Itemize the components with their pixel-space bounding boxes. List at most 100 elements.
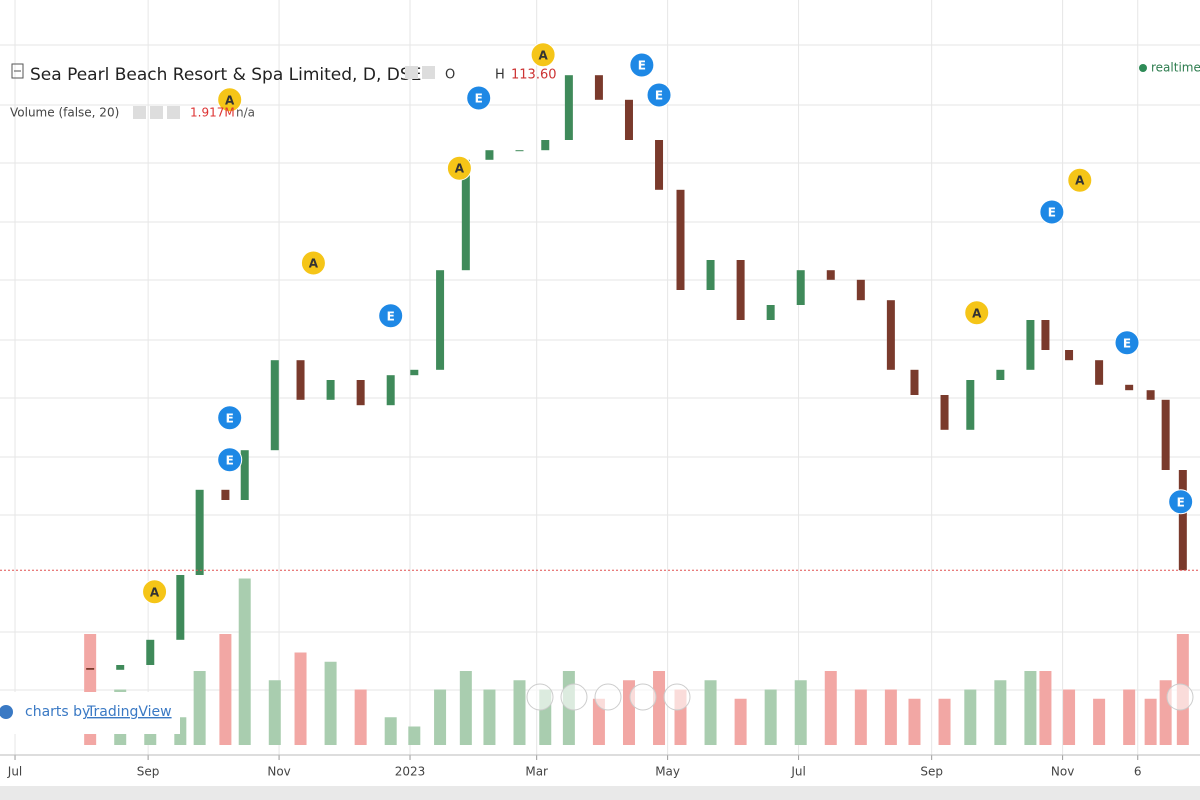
- nav-button[interactable]: [663, 683, 691, 711]
- x-tick-label: Sep: [920, 765, 943, 779]
- candle: [796, 270, 805, 305]
- candle: [541, 140, 550, 151]
- event-marker[interactable]: [378, 303, 404, 329]
- volume-bar: [483, 689, 496, 745]
- nav-buttons: [526, 683, 1194, 711]
- volume-bar: [1123, 689, 1136, 745]
- candle: [655, 140, 664, 190]
- event-marker[interactable]: [629, 52, 655, 78]
- event-marker[interactable]: [217, 87, 243, 113]
- candle: [146, 639, 155, 665]
- candle: [766, 305, 775, 320]
- nav-button[interactable]: [560, 683, 588, 711]
- candle: [1065, 350, 1074, 361]
- volume-bar: [384, 717, 397, 745]
- event-label: E: [226, 453, 234, 467]
- event-label: A: [225, 93, 235, 107]
- scroll-right-button[interactable]: [1166, 683, 1194, 711]
- nav-button[interactable]: [594, 683, 622, 711]
- candle: [940, 395, 949, 430]
- indicator-button[interactable]: [150, 106, 163, 119]
- event-marker[interactable]: [964, 300, 990, 326]
- candle: [676, 189, 685, 290]
- candle: [296, 360, 305, 400]
- event-marker[interactable]: [530, 42, 556, 68]
- event-marker[interactable]: [1039, 199, 1065, 225]
- nav-button[interactable]: [629, 683, 657, 711]
- event-label: E: [226, 411, 234, 425]
- event-marker[interactable]: [142, 579, 168, 605]
- volume-bar: [704, 680, 717, 745]
- volume-bar: [653, 671, 666, 745]
- event-marker[interactable]: [217, 405, 243, 431]
- x-tick-label: Mar: [525, 765, 548, 779]
- nav-button[interactable]: [526, 683, 554, 711]
- x-tick-label: Jul: [7, 765, 22, 779]
- candle: [1125, 384, 1134, 391]
- event-marker[interactable]: [1168, 489, 1194, 515]
- x-tick-label: Sep: [137, 765, 160, 779]
- status-dot: [1139, 64, 1147, 72]
- event-marker[interactable]: [1067, 167, 1093, 193]
- candle: [270, 360, 279, 451]
- event-marker[interactable]: [466, 85, 492, 111]
- event-marker[interactable]: [446, 155, 472, 181]
- volume-bar: [764, 689, 777, 745]
- bottom-strip: [0, 786, 1200, 800]
- candle: [86, 668, 95, 670]
- event-marker[interactable]: [300, 250, 326, 276]
- candle: [195, 489, 204, 575]
- candle: [116, 665, 125, 670]
- symbol-title: Sea Pearl Beach Resort & Spa Limited, D,…: [30, 65, 421, 85]
- volume-ma: n/a: [236, 106, 255, 120]
- event-label: E: [655, 89, 663, 103]
- x-tick-label: 2023: [395, 765, 426, 779]
- candle: [1026, 320, 1035, 370]
- x-tick-label: Nov: [267, 765, 290, 779]
- indicator-button[interactable]: [167, 106, 180, 119]
- volume-bar: [884, 689, 897, 745]
- volume-bar: [994, 680, 1007, 745]
- candle: [996, 369, 1005, 380]
- candle: [176, 575, 185, 640]
- event-label: E: [475, 92, 483, 106]
- candle: [826, 270, 835, 280]
- volume-bar: [219, 634, 232, 745]
- volume-bar: [238, 578, 251, 745]
- volume-bar: [734, 698, 747, 745]
- candle: [1095, 360, 1104, 385]
- event-marker[interactable]: [217, 447, 243, 473]
- candle: [1161, 399, 1170, 470]
- x-tick-label: May: [655, 765, 680, 779]
- volume-bar: [434, 689, 447, 745]
- volume-bar: [794, 680, 807, 745]
- volume-bar: [1039, 671, 1052, 745]
- event-label: A: [309, 257, 319, 271]
- candle: [594, 75, 603, 100]
- candle: [221, 489, 230, 500]
- x-tick-label: Nov: [1051, 765, 1074, 779]
- settings-button[interactable]: [405, 66, 418, 79]
- watermark-link[interactable]: TradingView: [86, 704, 172, 720]
- watermark: charts by TradingView: [0, 692, 180, 734]
- event-label: E: [1048, 206, 1056, 220]
- settings-button[interactable]: [422, 66, 435, 79]
- volume-bar: [354, 689, 367, 745]
- candle: [736, 260, 745, 320]
- collapse-icon[interactable]: [11, 63, 24, 79]
- event-label: E: [1177, 495, 1185, 509]
- event-label: A: [538, 48, 548, 62]
- volume-bar: [964, 689, 977, 745]
- candle: [856, 279, 865, 301]
- ohlc-label: H: [495, 68, 505, 83]
- event-marker[interactable]: [1114, 330, 1140, 356]
- event-marker[interactable]: [646, 82, 672, 108]
- indicator-button[interactable]: [133, 106, 146, 119]
- status-label: realtime: [1151, 61, 1200, 75]
- volume-bar: [268, 680, 281, 745]
- x-tick-label: 6: [1134, 765, 1142, 779]
- volume-bar: [854, 689, 867, 745]
- event-label: A: [1075, 174, 1085, 188]
- volume-bar: [193, 671, 206, 745]
